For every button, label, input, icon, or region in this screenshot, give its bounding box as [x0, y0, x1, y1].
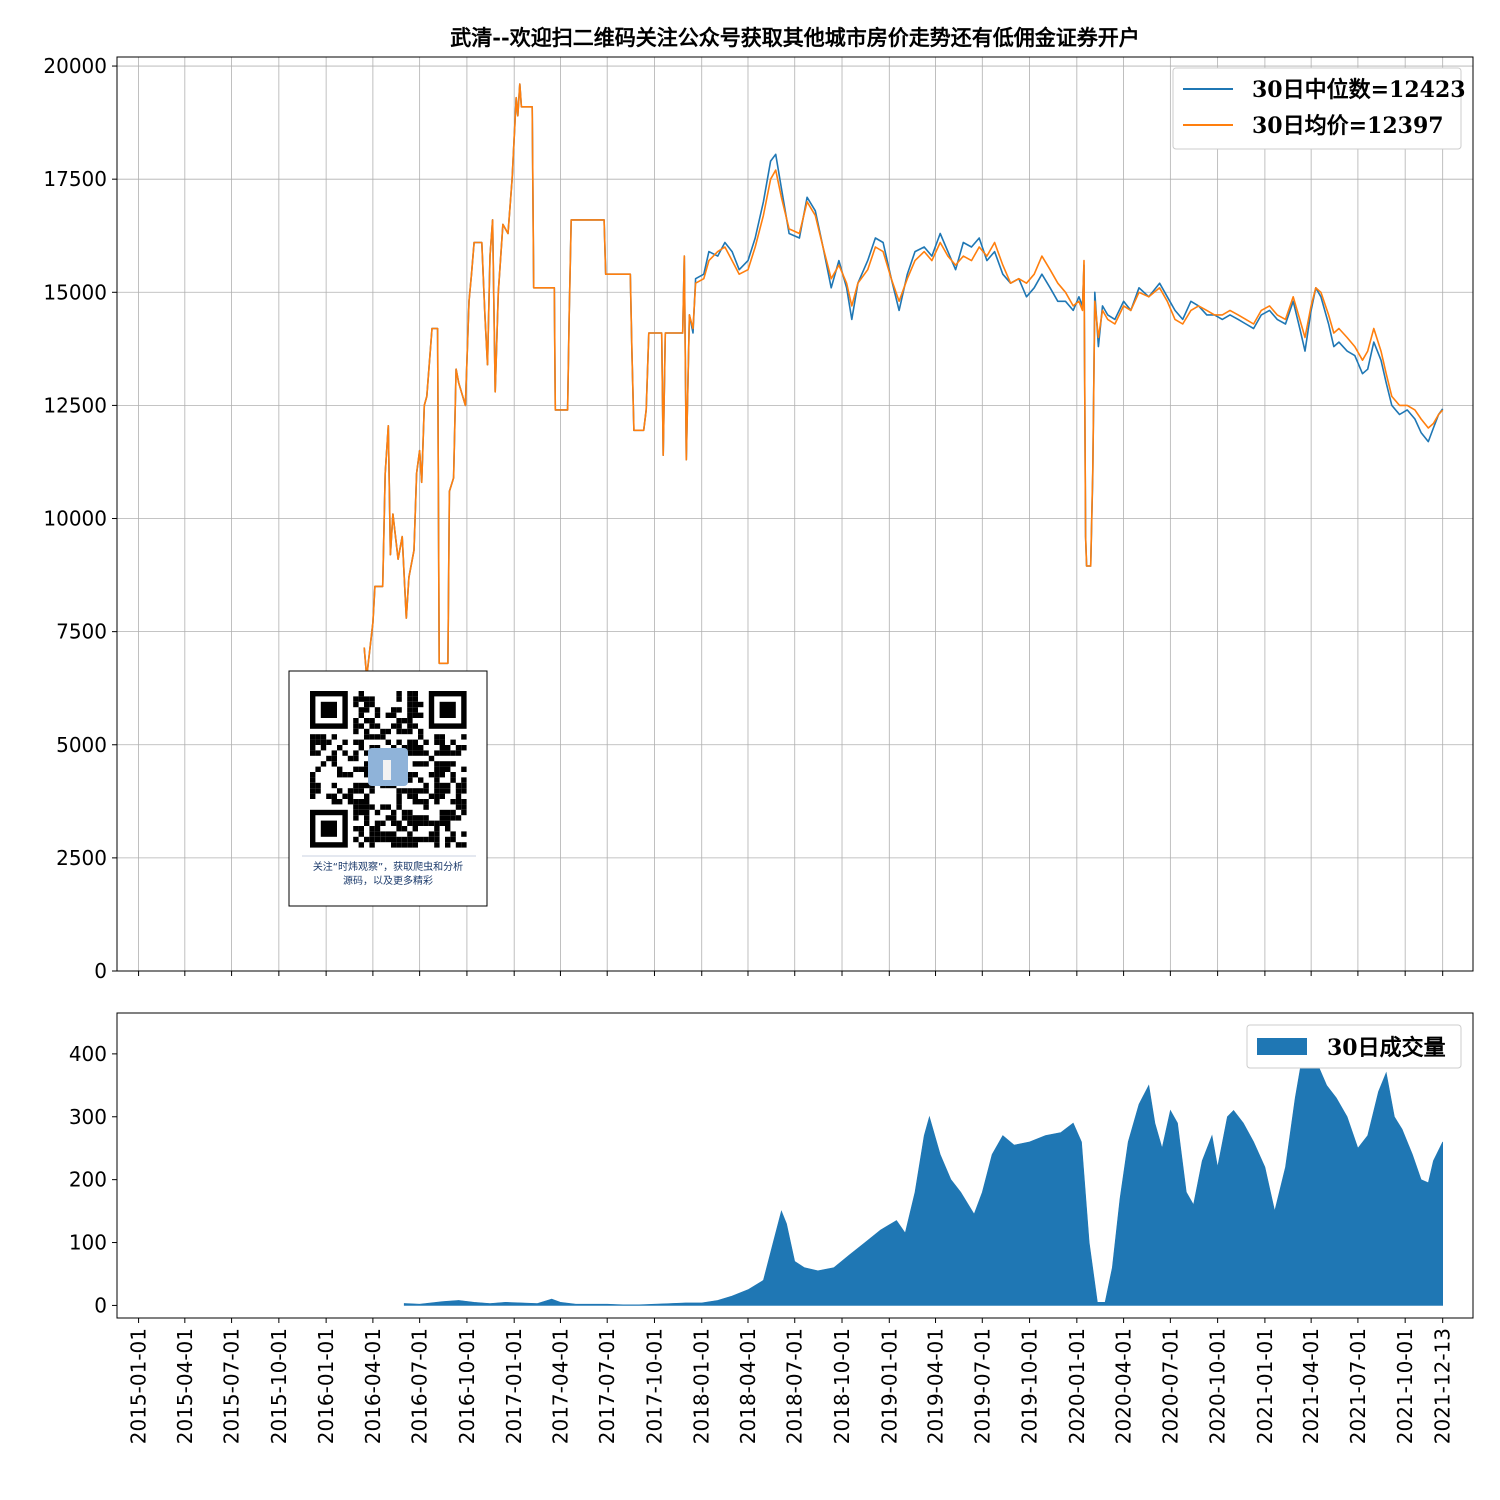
volume-y-tick-label: 300 [69, 1105, 107, 1129]
x-tick-label: 2018-01-01 [690, 1328, 714, 1444]
x-tick-label: 2020-10-01 [1206, 1328, 1230, 1444]
x-tick-label: 2016-04-01 [361, 1328, 385, 1444]
price-y-tick-label: 20000 [43, 54, 107, 78]
legend-median-label: 30日中位数=12423 [1252, 77, 1466, 103]
volume-y-tick-label: 0 [94, 1293, 107, 1317]
legend-mean-label: 30日均价=12397 [1252, 113, 1444, 139]
price-y-axis: 0 2500 5000 7500 10000 12500 15000 17500 20000 [43, 54, 117, 983]
price-y-tick-label: 10000 [43, 507, 107, 531]
x-tick-label: 2021-12-13 [1431, 1328, 1455, 1444]
x-tick-label: 2021-04-01 [1299, 1328, 1323, 1444]
x-tick-label: 2021-07-01 [1346, 1328, 1370, 1444]
median-price-line [363, 83, 1444, 678]
x-tick-label: 2018-07-01 [783, 1328, 807, 1444]
x-tick-label: 2015-07-01 [220, 1328, 244, 1444]
price-y-tick-label: 5000 [56, 733, 107, 757]
mean-price-line [363, 83, 1444, 678]
volume-area [403, 1040, 1443, 1306]
x-tick-label: 2020-04-01 [1112, 1328, 1136, 1444]
x-tick-label: 2018-10-01 [830, 1328, 854, 1444]
x-tick-label: 2019-07-01 [970, 1328, 994, 1444]
x-tick-label: 2021-10-01 [1393, 1328, 1417, 1444]
x-tick-label: 2016-10-01 [455, 1328, 479, 1444]
price-legend: 30日中位数=12423 30日均价=12397 [1172, 67, 1466, 150]
x-tick-label: 2021-01-01 [1253, 1328, 1277, 1444]
x-tick-label: 2019-04-01 [924, 1328, 948, 1444]
volume-y-tick-label: 400 [69, 1042, 107, 1066]
x-tick-label: 2017-01-01 [502, 1328, 526, 1444]
volume-legend: 30日成交量 [1246, 1024, 1462, 1069]
date-x-axis: 2015-01-01 2015-04-01 2015-07-01 2015-10-01… [127, 1318, 1455, 1444]
qr-caption-line1: 关注“时炜观察”，获取爬虫和分析 [313, 860, 463, 873]
chart-title: 武清--欢迎扫二维码关注公众号获取其他城市房价走势还有低佣金证券开户 [450, 25, 1139, 50]
price-y-tick-label: 7500 [56, 620, 107, 644]
legend-volume-label: 30日成交量 [1327, 1035, 1446, 1061]
price-y-tick-label: 2500 [56, 846, 107, 870]
qr-panel: 关注“时炜观察”，获取爬虫和分析 源码，以及更多精彩 [288, 670, 488, 907]
price-plot-frame [116, 56, 1474, 972]
x-tick-label: 2020-01-01 [1065, 1328, 1089, 1444]
x-tick-label: 2018-04-01 [736, 1328, 760, 1444]
x-tick-label: 2020-07-01 [1158, 1328, 1182, 1444]
x-tick-label: 2015-04-01 [173, 1328, 197, 1444]
volume-y-axis: 0 100 200 300 400 [69, 1042, 117, 1317]
x-tick-label: 2017-07-01 [595, 1328, 619, 1444]
x-tick-label: 2019-10-01 [1018, 1328, 1042, 1444]
x-tick-label: 2016-07-01 [408, 1328, 432, 1444]
price-y-tick-label: 0 [94, 959, 107, 983]
qr-caption-line2: 源码，以及更多精彩 [343, 874, 433, 887]
price-y-tick-label: 15000 [43, 280, 107, 304]
x-tick-label: 2017-04-01 [548, 1328, 572, 1444]
qr-code-image [310, 691, 467, 848]
legend-volume-swatch [1257, 1038, 1307, 1055]
x-tick-label: 2015-01-01 [127, 1328, 151, 1444]
volume-y-tick-label: 100 [69, 1231, 107, 1255]
x-tick-label: 2015-10-01 [267, 1328, 291, 1444]
x-tick-label: 2019-01-01 [877, 1328, 901, 1444]
price-y-tick-label: 17500 [43, 167, 107, 191]
volume-area-fill [403, 1040, 1443, 1306]
volume-y-tick-label: 200 [69, 1168, 107, 1192]
price-y-tick-label: 12500 [43, 393, 107, 417]
x-tick-label: 2016-01-01 [314, 1328, 338, 1444]
x-tick-label: 2017-10-01 [642, 1328, 666, 1444]
price-lines [363, 83, 1444, 678]
